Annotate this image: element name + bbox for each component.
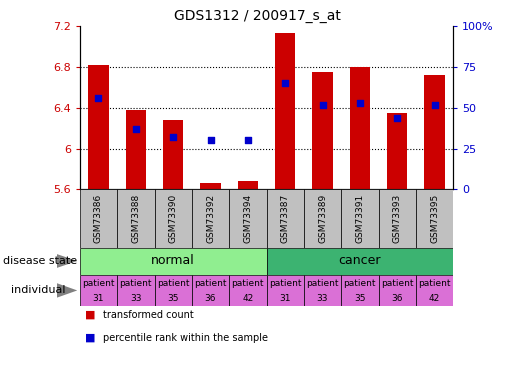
Point xyxy=(318,102,327,108)
Text: 31: 31 xyxy=(93,294,104,303)
Text: disease state: disease state xyxy=(3,256,77,266)
Bar xyxy=(154,189,192,248)
Polygon shape xyxy=(57,254,77,268)
Bar xyxy=(237,181,258,189)
Bar xyxy=(312,72,333,189)
Bar xyxy=(117,189,154,248)
Point xyxy=(132,126,140,132)
Bar xyxy=(126,110,146,189)
Text: ■: ■ xyxy=(85,333,95,343)
Bar xyxy=(229,189,267,248)
Bar xyxy=(416,274,453,306)
Bar xyxy=(80,274,117,306)
Bar xyxy=(304,274,341,306)
Bar xyxy=(416,189,453,248)
Text: individual: individual xyxy=(11,285,66,296)
Text: patient: patient xyxy=(119,279,152,288)
Bar xyxy=(192,189,229,248)
Text: patient: patient xyxy=(418,279,451,288)
Bar xyxy=(267,189,304,248)
Text: GSM73394: GSM73394 xyxy=(244,194,252,243)
Text: 31: 31 xyxy=(280,294,291,303)
Text: GSM73391: GSM73391 xyxy=(355,194,364,243)
Text: cancer: cancer xyxy=(338,255,381,267)
Point xyxy=(431,102,439,108)
Bar xyxy=(163,120,183,189)
Text: percentile rank within the sample: percentile rank within the sample xyxy=(103,333,268,343)
Text: GSM73390: GSM73390 xyxy=(169,194,178,243)
Point xyxy=(244,138,252,144)
Point xyxy=(94,95,102,101)
Text: 42: 42 xyxy=(429,294,440,303)
Bar xyxy=(154,274,192,306)
Text: 33: 33 xyxy=(130,294,142,303)
Bar xyxy=(267,248,453,274)
Bar xyxy=(80,248,267,274)
Text: GSM73389: GSM73389 xyxy=(318,194,327,243)
Bar xyxy=(80,189,117,248)
Text: patient: patient xyxy=(306,279,339,288)
Point xyxy=(169,134,177,140)
Bar xyxy=(117,274,154,306)
Text: 36: 36 xyxy=(391,294,403,303)
Bar xyxy=(275,33,296,189)
Point xyxy=(207,138,215,144)
Bar xyxy=(341,189,379,248)
Text: 36: 36 xyxy=(205,294,216,303)
Text: 33: 33 xyxy=(317,294,328,303)
Text: ■: ■ xyxy=(85,310,95,320)
Text: patient: patient xyxy=(381,279,414,288)
Text: patient: patient xyxy=(269,279,301,288)
Text: 35: 35 xyxy=(354,294,366,303)
Bar xyxy=(304,189,341,248)
Bar xyxy=(88,65,109,189)
Text: GSM73395: GSM73395 xyxy=(430,194,439,243)
Bar xyxy=(341,274,379,306)
Bar xyxy=(267,274,304,306)
Bar xyxy=(424,75,445,189)
Point xyxy=(393,115,401,121)
Bar xyxy=(350,67,370,189)
Text: 42: 42 xyxy=(242,294,253,303)
Text: transformed count: transformed count xyxy=(103,310,194,320)
Bar xyxy=(229,274,267,306)
Bar xyxy=(379,274,416,306)
Bar xyxy=(200,183,221,189)
Text: GDS1312 / 200917_s_at: GDS1312 / 200917_s_at xyxy=(174,9,341,23)
Text: normal: normal xyxy=(151,255,195,267)
Text: patient: patient xyxy=(194,279,227,288)
Point xyxy=(356,100,364,106)
Text: patient: patient xyxy=(344,279,376,288)
Text: patient: patient xyxy=(82,279,115,288)
Bar xyxy=(192,274,229,306)
Text: GSM73393: GSM73393 xyxy=(393,194,402,243)
Text: patient: patient xyxy=(232,279,264,288)
Text: 35: 35 xyxy=(167,294,179,303)
Bar xyxy=(379,189,416,248)
Text: patient: patient xyxy=(157,279,190,288)
Bar xyxy=(387,113,407,189)
Text: GSM73392: GSM73392 xyxy=(206,194,215,243)
Text: GSM73387: GSM73387 xyxy=(281,194,289,243)
Point xyxy=(281,80,289,86)
Text: GSM73388: GSM73388 xyxy=(131,194,140,243)
Polygon shape xyxy=(57,283,77,298)
Text: GSM73386: GSM73386 xyxy=(94,194,103,243)
